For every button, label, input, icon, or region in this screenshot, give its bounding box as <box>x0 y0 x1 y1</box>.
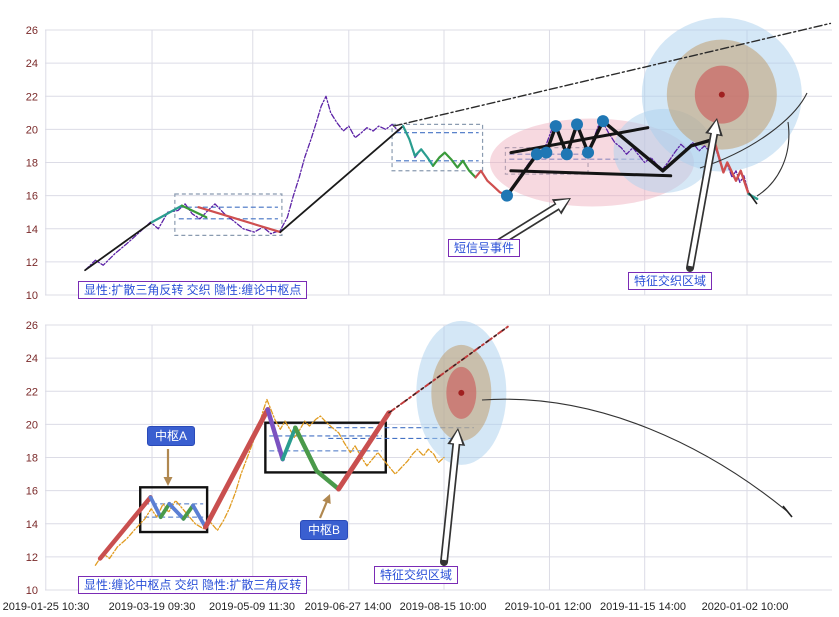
trend-rise-2 <box>279 125 404 233</box>
wave-red <box>474 169 509 197</box>
bottom-pattern-legend: 显性:缠论中枢点 交织 隐性:扩散三角反转 <box>78 576 308 595</box>
x-tick-label-6: 2019-11-15 14:00 <box>599 601 687 613</box>
signal-dot <box>582 146 595 159</box>
y-tick-label: 16 <box>26 191 38 203</box>
stroke-red-3 <box>336 410 392 492</box>
y-tick-label: 10 <box>26 290 38 302</box>
x-tick-label-2: 2019-05-09 11:30 <box>208 601 296 613</box>
annotation-arc <box>699 92 808 169</box>
y-tick-label: 24 <box>26 353 38 365</box>
y-tick-label: 26 <box>26 25 38 37</box>
x-tick-label-5: 2019-10-01 12:00 <box>504 601 592 613</box>
zone-box <box>174 193 283 236</box>
y-tick-label: 20 <box>26 124 38 136</box>
stroke-blue-3 <box>191 503 208 529</box>
short-signal-event-label: 短信号事件 <box>448 239 521 258</box>
panel-top: 10 12 14 16 18 20 22 24 26 <box>26 17 832 302</box>
stroke-purple <box>265 407 285 462</box>
projection-black <box>388 326 509 414</box>
y-tick-label: 18 <box>26 453 38 465</box>
signal-dot <box>500 189 513 202</box>
x-tick-label-3: 2019-06-27 14:00 <box>304 601 392 613</box>
projection <box>392 22 832 127</box>
y-tick-label: 12 <box>26 552 38 564</box>
y-tick-label: 22 <box>26 91 38 103</box>
x-tick-label-0: 2019-01-25 10:30 <box>2 601 90 613</box>
stroke-blue-2 <box>167 502 186 521</box>
wave-teal <box>402 125 435 167</box>
zone-box <box>504 146 589 175</box>
stroke-green-1 <box>180 204 208 219</box>
stroke-green-1 <box>158 502 172 519</box>
zone-box <box>391 123 484 172</box>
y-tick-label: 14 <box>26 224 38 236</box>
pivot-b-label: 中枢B <box>300 520 349 541</box>
y-tick-label: 24 <box>26 58 38 70</box>
annotation-arc <box>481 398 789 513</box>
signal-dot <box>596 115 609 128</box>
stroke-blue-1 <box>148 495 163 519</box>
stroke-red-2 <box>203 407 271 530</box>
y-tick-label: 16 <box>26 486 38 498</box>
feature-zone-label-bottom: 特征交织区域 <box>374 566 459 585</box>
signal-dot <box>560 148 573 161</box>
end-red <box>712 138 750 196</box>
trend-rise-1 <box>84 221 153 272</box>
signal-dot <box>530 148 543 161</box>
stroke-red-1 <box>97 495 153 561</box>
y-tick-label: 22 <box>26 386 38 398</box>
signal-dot <box>540 146 553 159</box>
pivot-a-label: 中枢A <box>147 426 196 447</box>
stroke-teal-1 <box>150 204 183 224</box>
stroke-green-2 <box>181 503 195 521</box>
zone-box <box>264 421 387 474</box>
panel-bottom: 10 12 14 16 18 20 22 24 26 <box>26 320 832 597</box>
price-line <box>94 398 445 566</box>
signal-dot <box>571 118 584 131</box>
fan-lower <box>509 169 673 178</box>
feature-zone-label-top: 特征交织区域 <box>628 272 713 291</box>
x-tick-label-4: 2019-08-15 10:00 <box>399 601 487 613</box>
fan-upper <box>509 126 650 155</box>
stroke-red-1 <box>197 206 282 234</box>
annotation-arc <box>756 121 790 197</box>
stroke-green-3 <box>293 425 341 492</box>
y-tick-label: 18 <box>26 158 38 170</box>
top-pattern-legend: 显性:扩散三角反转 交织 隐性:缠论中枢点 <box>78 281 308 300</box>
stroke-teal <box>280 425 298 462</box>
wave-green <box>431 151 477 179</box>
y-tick-label: 20 <box>26 419 38 431</box>
y-tick-label: 12 <box>26 257 38 269</box>
signal-dot <box>549 120 562 133</box>
x-tick-label-7: 2020-01-02 10:00 <box>701 601 789 613</box>
y-tick-label: 14 <box>26 519 38 531</box>
y-tick-label: 26 <box>26 320 38 332</box>
x-tick-label-1: 2019-03-19 09:30 <box>108 601 196 613</box>
y-tick-label: 10 <box>26 585 38 597</box>
